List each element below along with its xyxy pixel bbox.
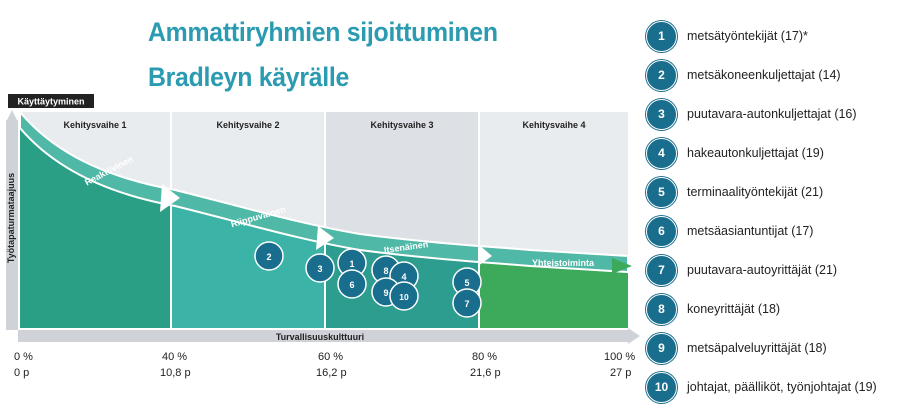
arrow-head-1	[160, 184, 180, 212]
bubble-7: 7	[452, 288, 482, 318]
svg-text:9: 9	[383, 288, 388, 298]
x-tick-4-points: 27 p	[610, 367, 632, 379]
page-title-line-2: Bradleyn käyrälle	[148, 62, 350, 92]
curve-label-yhteistoiminta: Yhteistoiminta	[532, 258, 595, 268]
x-axis-bar	[18, 330, 630, 342]
phase-heading-4: Kehitysvaihe 4	[522, 120, 585, 130]
legend-item-7: 7 puutavara-autoyrittäjät (21)	[646, 254, 896, 286]
x-axis-label: Turvallisuuskulttuuri	[276, 332, 364, 342]
legend-number-badge: 10	[646, 371, 677, 403]
legend-item-4: 4 hakeautonkuljettajat (19)	[646, 137, 896, 169]
bubble-10: 10	[389, 281, 419, 311]
legend-item-5: 5 terminaalityöntekijät (21)	[646, 176, 896, 208]
x-tick-0-points: 0 p	[14, 367, 30, 379]
x-tick-0-pct: 0 %	[14, 351, 33, 363]
arrow-head-4	[612, 258, 632, 274]
legend-label: puutavara-autonkuljettajat (16)	[687, 107, 857, 121]
phase-heading-2: Kehitysvaihe 2	[216, 120, 279, 130]
phase-heading-3: Kehitysvaihe 3	[370, 120, 433, 130]
legend-number-badge: 2	[646, 59, 677, 91]
svg-text:5: 5	[464, 278, 469, 288]
arrow-head-3	[478, 244, 492, 266]
legend-number-badge: 9	[646, 332, 677, 364]
legend-label: terminaalityöntekijät (21)	[687, 185, 824, 199]
legend-item-1: 1 metsätyöntekijät (17)*	[646, 20, 896, 52]
legend-label: metsäpalveluyrittäjät (18)	[687, 341, 827, 355]
arrow-head-2	[316, 226, 334, 250]
x-tick-3-pct: 80 %	[472, 351, 498, 363]
legend-number-badge: 6	[646, 215, 677, 247]
legend-number-badge: 3	[646, 98, 677, 130]
x-tick-1-pct: 40 %	[162, 351, 188, 363]
top-badge-label: Käyttäytyminen	[17, 97, 84, 107]
legend-label: koneyrittäjät (18)	[687, 302, 781, 316]
legend-label: johtajat, päälliköt, työnjohtajat (19)	[687, 380, 877, 394]
bubble-6: 6	[337, 269, 367, 299]
legend-number-badge: 7	[646, 254, 677, 286]
legend-label: hakeautonkuljettajat (19)	[687, 146, 824, 160]
legend-label: metsäasiantuntijat (17)	[687, 224, 814, 238]
legend-item-2: 2 metsäkoneenkuljettajat (14)	[646, 59, 896, 91]
legend-label: metsätyöntekijät (17)*	[687, 29, 808, 43]
legend-item-9: 9 metsäpalveluyrittäjät (18)	[646, 332, 896, 364]
svg-text:1: 1	[349, 259, 354, 269]
y-axis-label: Työtapaturmataajuus	[6, 173, 16, 263]
bradley-curve-diagram: Käyttäytyminen Kehitysvaihe 1 Kehitysvai…	[6, 94, 640, 344]
legend-number-badge: 8	[646, 293, 677, 325]
svg-text:2: 2	[266, 252, 271, 262]
page-title-line-1: Ammattiryhmien sijoittuminen	[148, 17, 498, 47]
legend-label: metsäkoneenkuljettajat (14)	[687, 68, 841, 82]
bubble-2: 2	[254, 241, 284, 271]
phase-heading-1: Kehitysvaihe 1	[63, 120, 126, 130]
x-tick-4-pct: 100 %	[604, 351, 636, 363]
x-tick-2-points: 16,2 p	[316, 367, 347, 379]
x-tick-2-pct: 60 %	[318, 351, 344, 363]
legend-item-10: 10 johtajat, päälliköt, työnjohtajat (19…	[646, 371, 896, 403]
legend-number-badge: 5	[646, 176, 677, 208]
svg-text:7: 7	[464, 299, 469, 309]
x-tick-1-points: 10,8 p	[160, 367, 191, 379]
svg-text:10: 10	[399, 292, 409, 302]
legend-number-badge: 1	[646, 20, 677, 52]
legend-label: puutavara-autoyrittäjät (21)	[687, 263, 838, 277]
y-axis-arrow	[6, 110, 18, 122]
legend-item-6: 6 metsäasiantuntijat (17)	[646, 215, 896, 247]
x-tick-3-points: 21,6 p	[470, 367, 501, 379]
legend-item-8: 8 koneyrittäjät (18)	[646, 293, 896, 325]
legend-item-3: 3 puutavara-autonkuljettajat (16)	[646, 98, 896, 130]
legend-number-badge: 4	[646, 137, 677, 169]
svg-text:4: 4	[401, 272, 406, 282]
svg-text:3: 3	[317, 264, 322, 274]
x-axis-arrow	[628, 328, 640, 344]
bubble-3: 3	[305, 253, 335, 283]
svg-text:8: 8	[383, 266, 388, 276]
top-badge-bg	[8, 94, 94, 108]
svg-text:6: 6	[349, 280, 354, 290]
y-axis-bar	[6, 120, 18, 330]
